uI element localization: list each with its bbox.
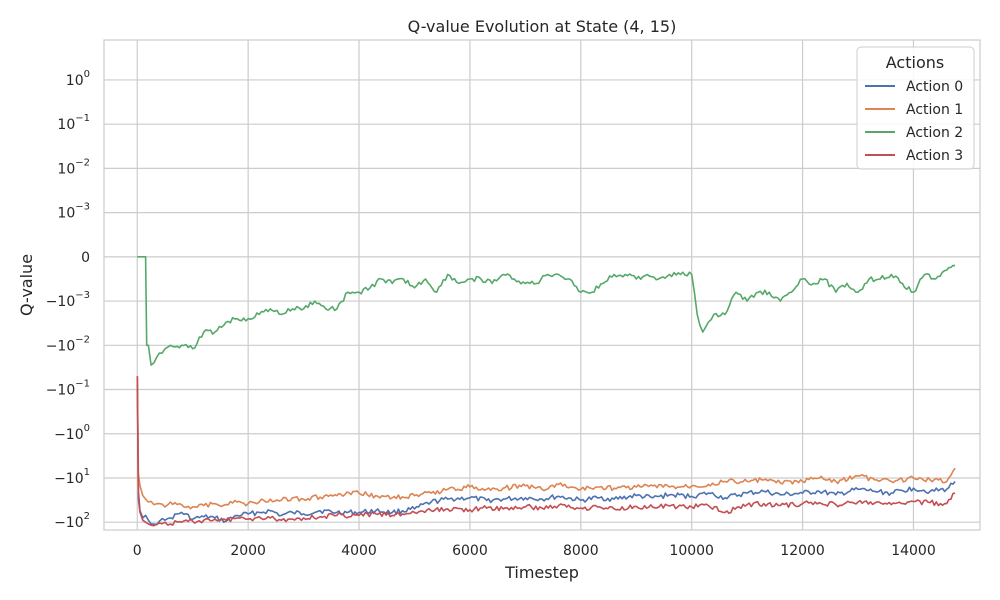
y-tick-labels: 10010−110−210−30−10−3−10−2−10−1−100−101−… — [46, 69, 90, 531]
legend-title: Actions — [886, 53, 944, 72]
y-tick-exponent: 0 — [84, 423, 90, 434]
y-axis-label: Q-value — [17, 254, 36, 316]
chart-title: Q-value Evolution at State (4, 15) — [408, 17, 677, 36]
y-tick-label: 10−2 — [57, 157, 90, 177]
y-tick-exponent: −3 — [75, 202, 90, 213]
legend-label: Action 0 — [906, 79, 963, 95]
x-tick-label: 14000 — [891, 543, 936, 559]
legend-label: Action 3 — [906, 148, 963, 164]
x-tick-label: 4000 — [341, 543, 377, 559]
plot-frame — [103, 39, 981, 531]
x-tick-label: 6000 — [452, 543, 488, 559]
y-tick-label: 100 — [66, 69, 90, 89]
y-tick-label: −10−2 — [46, 334, 90, 354]
y-tick-label: 10−3 — [57, 202, 90, 222]
y-tick-base: −10 — [46, 294, 76, 310]
y-tick-base: −10 — [54, 515, 84, 531]
x-tick-label: 12000 — [780, 543, 825, 559]
y-tick-exponent: 0 — [84, 69, 90, 80]
y-tick-exponent: −2 — [75, 157, 90, 168]
series-line-action-1 — [136, 376, 956, 510]
legend-label: Action 1 — [906, 102, 963, 118]
x-tick-labels: 0 2000 4000 6000 8000 10000 12000 14000 — [133, 543, 936, 559]
grid-lines — [104, 40, 980, 530]
y-tick-base: −10 — [46, 383, 76, 399]
y-tick-label: −10−3 — [46, 290, 90, 310]
y-tick-base: 10 — [66, 73, 84, 89]
y-tick-label: 0 — [81, 250, 90, 266]
x-tick-label: 2000 — [230, 543, 266, 559]
y-tick-base: 10 — [57, 206, 75, 222]
y-tick-label: −101 — [54, 467, 90, 487]
y-tick-exponent: 1 — [84, 467, 90, 478]
series-line-action-0 — [136, 376, 956, 526]
y-tick-label: −100 — [54, 423, 90, 443]
y-tick-base: 10 — [57, 117, 75, 133]
legend-label: Action 2 — [906, 125, 963, 141]
y-tick-label: −102 — [54, 511, 90, 531]
legend-items: Action 0 Action 1 Action 2 Action 3 — [865, 79, 963, 164]
y-tick-base: 0 — [81, 250, 90, 266]
y-tick-exponent: 2 — [84, 511, 90, 522]
x-axis-label: Timestep — [504, 563, 579, 582]
y-tick-label: −10−1 — [46, 379, 90, 399]
legend: Actions Action 0 Action 1 Action 2 Action 3 — [856, 46, 975, 170]
series-line-action-3 — [136, 376, 956, 527]
x-tick-label: 0 — [133, 543, 142, 559]
y-tick-exponent: −2 — [75, 334, 90, 345]
y-tick-base: −10 — [46, 338, 76, 354]
x-tick-label: 8000 — [563, 543, 599, 559]
y-tick-base: −10 — [54, 427, 84, 443]
legend-box — [856, 46, 975, 170]
y-tick-base: −10 — [54, 471, 84, 487]
y-tick-base: 10 — [57, 161, 75, 177]
series-lines — [136, 256, 956, 527]
series-line-action-2 — [137, 256, 956, 366]
y-tick-exponent: −3 — [75, 290, 90, 301]
y-tick-exponent: −1 — [75, 379, 90, 390]
y-tick-exponent: −1 — [75, 113, 90, 124]
x-tick-label: 10000 — [669, 543, 714, 559]
y-tick-label: 10−1 — [57, 113, 90, 133]
